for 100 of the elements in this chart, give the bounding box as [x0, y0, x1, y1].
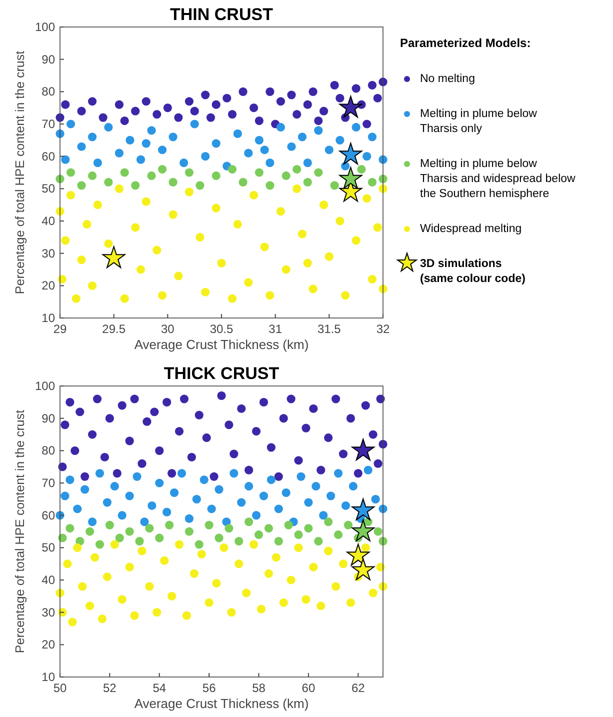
- point: [364, 466, 372, 474]
- point: [292, 164, 302, 174]
- point: [93, 158, 102, 168]
- point: [368, 588, 378, 598]
- point: [371, 494, 380, 504]
- point: [212, 578, 221, 588]
- point: [145, 524, 154, 533]
- point: [168, 210, 178, 219]
- point: [86, 602, 94, 610]
- y-tick-label: 70: [42, 117, 56, 131]
- point: [140, 518, 149, 526]
- point: [238, 87, 248, 96]
- point: [336, 94, 344, 102]
- point: [132, 472, 142, 481]
- point: [162, 398, 172, 406]
- point: [88, 171, 97, 180]
- point: [202, 433, 211, 442]
- y-tick-label: 50: [42, 182, 56, 196]
- point: [88, 281, 97, 290]
- point: [302, 595, 310, 604]
- point: [294, 530, 303, 540]
- point: [368, 178, 377, 186]
- point: [341, 501, 350, 510]
- point: [142, 197, 150, 206]
- point: [204, 520, 214, 530]
- x-tick-label: 62: [351, 681, 366, 695]
- point: [344, 520, 353, 530]
- point: [298, 132, 307, 142]
- point: [233, 220, 242, 229]
- point: [77, 256, 86, 264]
- point: [86, 527, 94, 536]
- point: [357, 164, 366, 174]
- point: [120, 116, 129, 126]
- point: [362, 152, 372, 161]
- point: [66, 168, 76, 177]
- point: [264, 524, 274, 533]
- point: [308, 87, 318, 96]
- point: [125, 492, 134, 500]
- point: [77, 142, 86, 151]
- point: [76, 408, 84, 416]
- point: [190, 120, 199, 128]
- point: [224, 420, 234, 430]
- point: [114, 100, 124, 109]
- point: [303, 100, 312, 109]
- point: [190, 569, 198, 578]
- point: [212, 139, 220, 148]
- point: [92, 394, 102, 404]
- legend-label: Widespread melting: [420, 223, 522, 235]
- point: [158, 291, 167, 300]
- point: [234, 560, 244, 568]
- point: [303, 178, 312, 186]
- point: [284, 520, 293, 530]
- point: [286, 394, 296, 404]
- point: [102, 572, 112, 582]
- point: [70, 446, 80, 455]
- y-axis-title: Percentage of total HPE content in the crust: [13, 409, 27, 654]
- point: [228, 164, 237, 174]
- point: [326, 492, 336, 500]
- point: [80, 472, 90, 481]
- point: [276, 97, 286, 106]
- x-tick-label: 56: [202, 681, 216, 695]
- point: [77, 106, 86, 116]
- point: [131, 181, 140, 190]
- point: [152, 246, 162, 254]
- point: [282, 488, 290, 497]
- point: [308, 284, 318, 294]
- point: [174, 113, 183, 122]
- point: [197, 550, 206, 558]
- point: [61, 236, 70, 245]
- y-tick-label: 60: [42, 149, 56, 164]
- point: [66, 190, 76, 200]
- point: [368, 430, 378, 439]
- legend-label: No melting: [420, 73, 475, 85]
- point: [110, 540, 119, 549]
- point: [274, 472, 283, 481]
- point: [120, 294, 129, 303]
- point: [158, 146, 167, 154]
- point: [150, 408, 159, 416]
- legend-title: Parameterized Models:: [400, 36, 531, 50]
- point: [196, 181, 204, 190]
- point: [341, 291, 350, 300]
- point: [352, 558, 375, 580]
- point: [61, 155, 70, 164]
- point: [314, 116, 323, 126]
- point: [336, 216, 344, 226]
- point: [338, 450, 348, 458]
- point: [95, 540, 104, 549]
- point: [316, 466, 326, 474]
- point: [66, 120, 76, 128]
- point: [260, 146, 269, 154]
- point: [125, 436, 134, 446]
- point: [314, 536, 323, 546]
- point: [148, 501, 156, 510]
- point: [373, 223, 382, 232]
- point: [184, 514, 194, 523]
- point: [252, 511, 261, 520]
- point: [362, 120, 372, 128]
- point: [233, 129, 242, 138]
- point: [334, 469, 343, 478]
- point: [174, 272, 183, 280]
